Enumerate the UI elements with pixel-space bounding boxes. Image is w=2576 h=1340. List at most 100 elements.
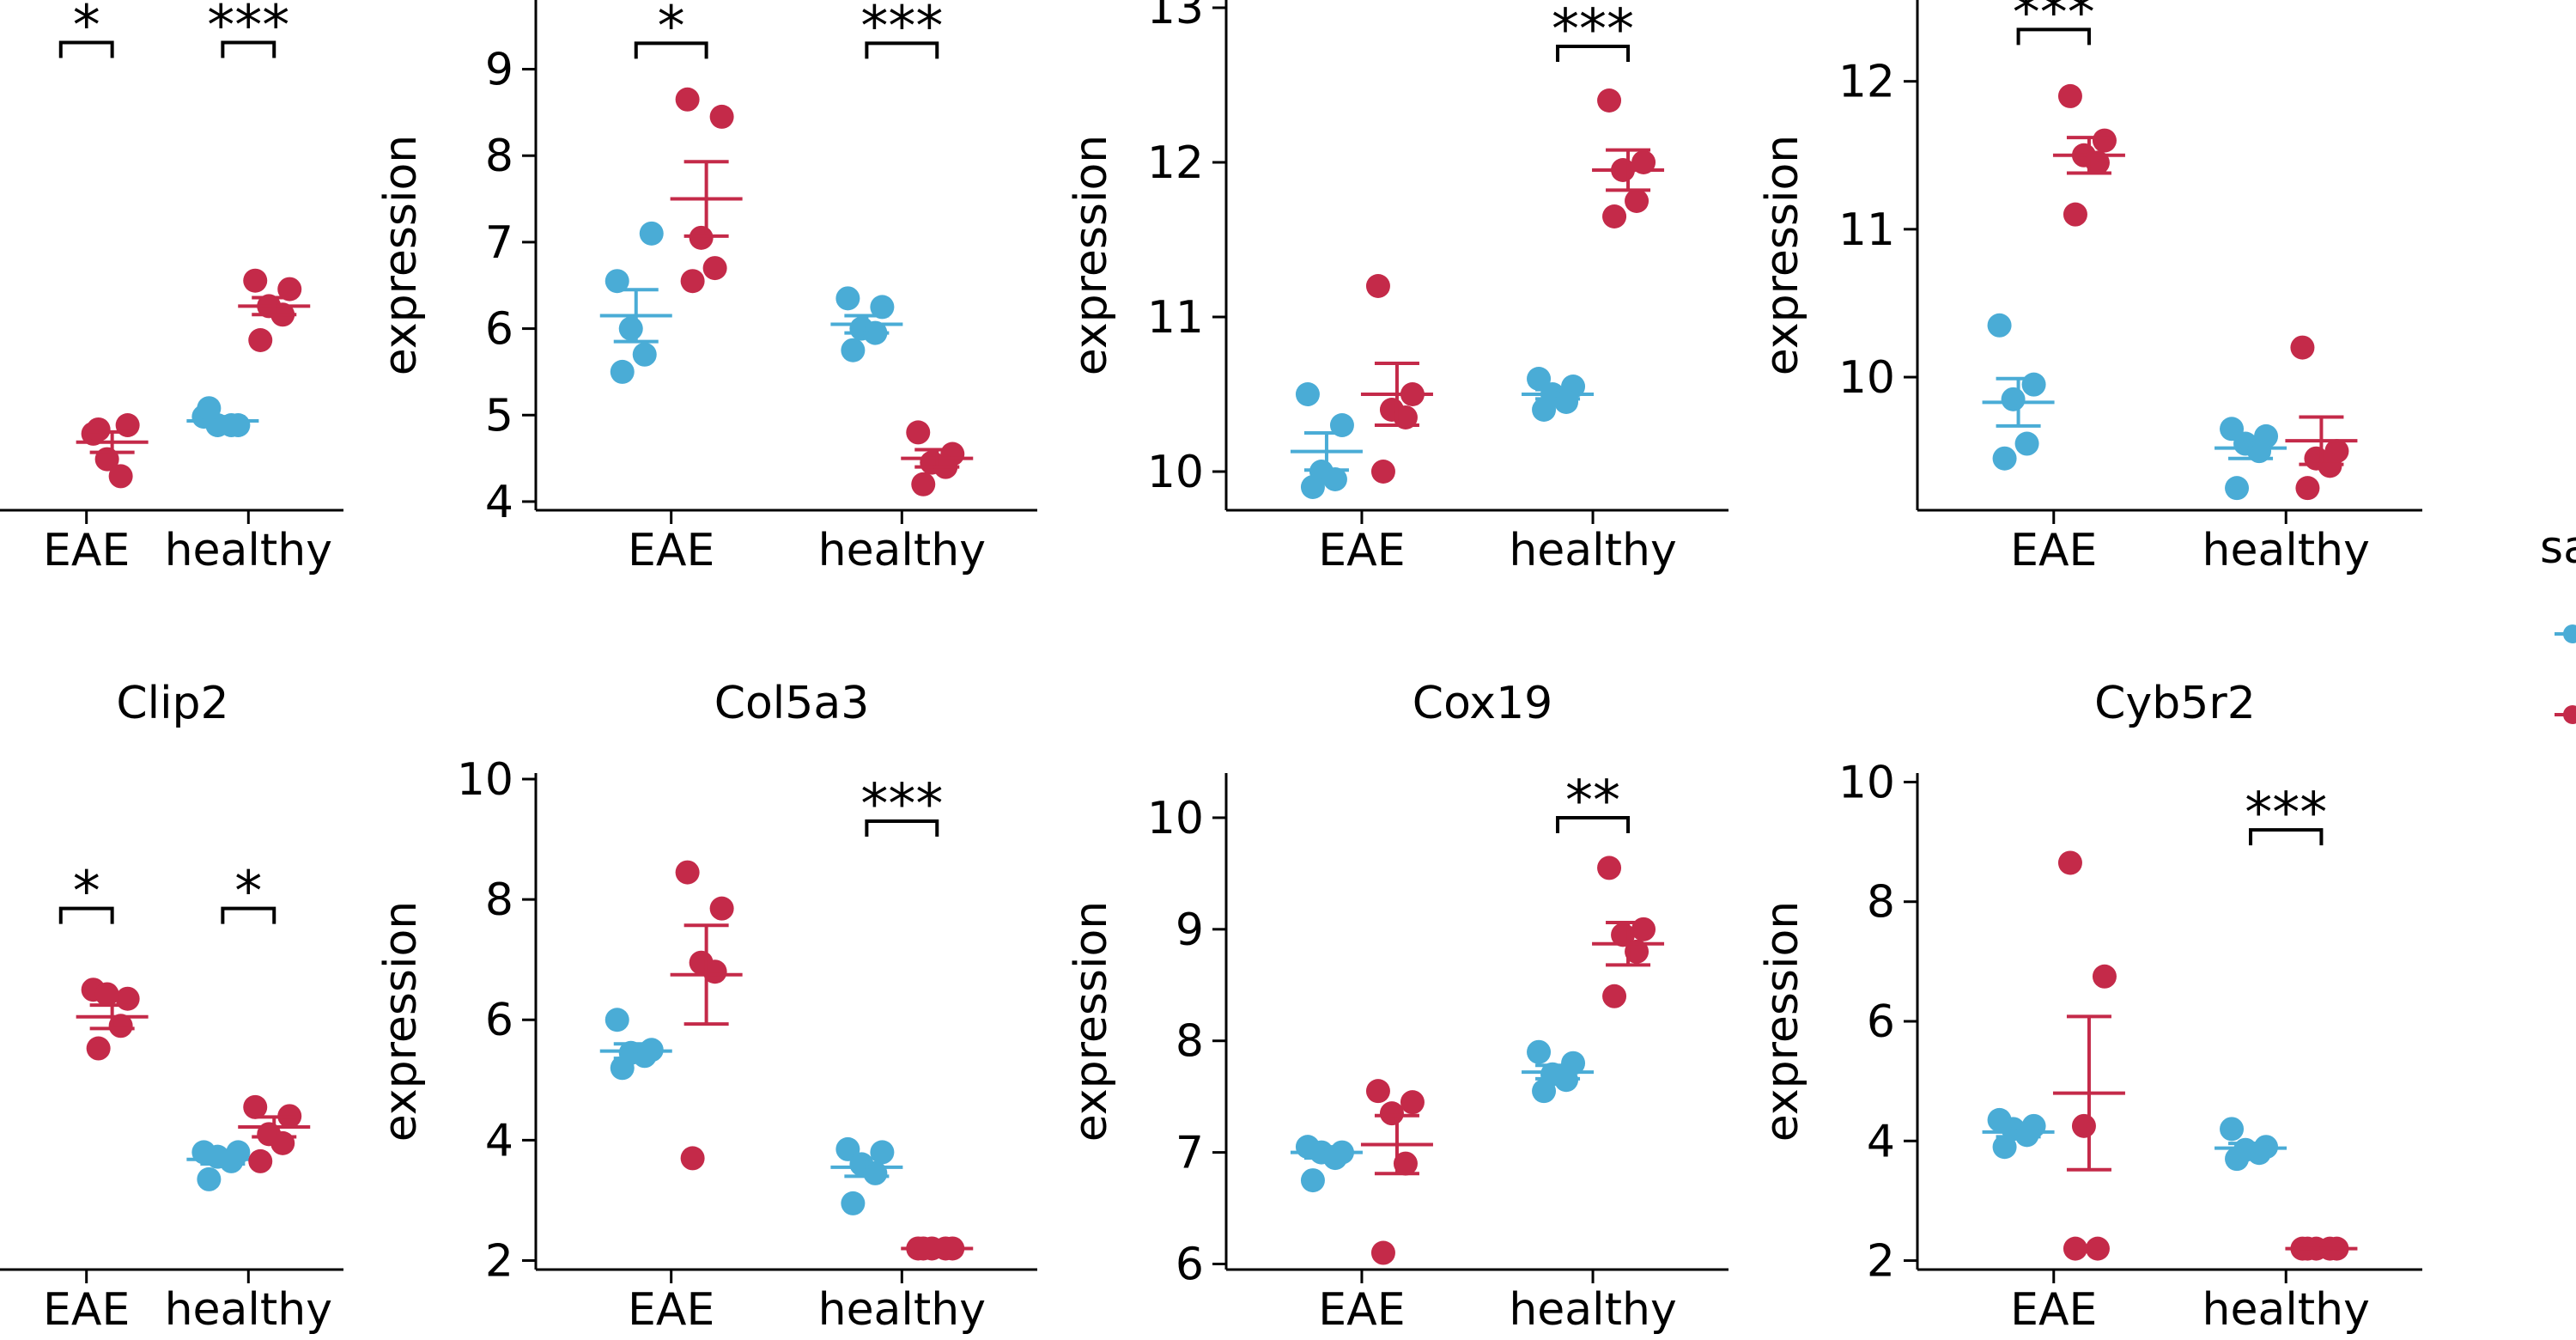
data-point xyxy=(1527,367,1552,391)
y-tick-label: 11 xyxy=(1147,292,1204,344)
data-point xyxy=(702,959,727,984)
legend: sa xyxy=(2540,522,2576,724)
data-point xyxy=(610,359,635,384)
data-point xyxy=(680,1146,705,1171)
bracket-line xyxy=(1556,45,1631,62)
bracket-line xyxy=(58,906,114,924)
series-healthy-treated xyxy=(238,1094,311,1173)
significance-label: *** xyxy=(2245,782,2327,845)
data-point xyxy=(94,982,119,1007)
series-healthy-treated xyxy=(1592,856,1665,1008)
data-point xyxy=(1992,446,2017,471)
y-axis-title: expression xyxy=(375,135,427,376)
x-tick-label: EAE xyxy=(628,1284,714,1336)
bracket-line xyxy=(221,906,276,924)
series-healthy-control xyxy=(2215,417,2287,501)
series-healthy-treated xyxy=(2285,1236,2358,1261)
data-point xyxy=(2057,850,2082,875)
y-tick-label: 8 xyxy=(1867,877,1895,929)
data-point xyxy=(1625,939,1649,964)
panel-title: Cyb5r2 xyxy=(2094,678,2256,729)
bracket-line xyxy=(2016,27,2091,46)
series-healthy-control xyxy=(186,396,259,437)
data-point xyxy=(2225,476,2250,501)
series-EAE-treated xyxy=(670,860,743,1171)
x-tick-label: healthy xyxy=(165,1284,332,1336)
data-point xyxy=(1597,856,1622,880)
panel-title: Cox19 xyxy=(1413,678,1552,729)
significance-bracket: * xyxy=(58,861,114,924)
data-point xyxy=(675,87,700,112)
data-point xyxy=(689,225,714,250)
data-point xyxy=(243,268,268,293)
data-point xyxy=(1602,984,1627,1008)
data-point xyxy=(841,338,866,362)
data-point xyxy=(1992,1135,2017,1160)
data-point xyxy=(2220,1117,2245,1142)
panel-3: 10 11 12 13 EAE healthy expression *** xyxy=(1066,0,1728,576)
y-tick-label: 9 xyxy=(1176,904,1204,956)
data-point xyxy=(1379,1101,1404,1126)
data-point xyxy=(709,104,734,129)
data-point xyxy=(1532,398,1557,422)
data-point xyxy=(610,1056,635,1081)
panel-title: Col5a3 xyxy=(714,678,870,729)
data-point xyxy=(1532,1079,1557,1104)
series-EAE-treated xyxy=(670,87,743,294)
data-point xyxy=(639,221,664,246)
y-tick-label: 2 xyxy=(1867,1236,1895,1288)
data-point xyxy=(115,986,140,1011)
series-healthy-control xyxy=(1522,1039,1595,1104)
data-point xyxy=(632,342,657,367)
data-point xyxy=(243,1094,268,1119)
bracket-line xyxy=(2249,828,2324,846)
data-point xyxy=(1597,88,1622,113)
data-point xyxy=(277,277,302,302)
series-EAE-treated xyxy=(2052,850,2125,1261)
y-tick-label: 10 xyxy=(1147,793,1204,844)
data-point xyxy=(86,1036,111,1061)
bracket-line xyxy=(58,40,114,58)
significance-label: *** xyxy=(1552,0,1634,62)
series-EAE-control xyxy=(1290,382,1363,499)
significance-label: *** xyxy=(2013,0,2095,45)
series-healthy-treated xyxy=(901,420,974,496)
y-tick-label: 6 xyxy=(485,304,513,356)
series-healthy-control xyxy=(1522,367,1595,422)
data-point xyxy=(1300,475,1325,499)
x-tick-label: healthy xyxy=(1509,1284,1676,1336)
y-axis-title: expression xyxy=(1066,135,1117,376)
series-healthy-treated xyxy=(1592,88,1665,228)
series-EAE-control xyxy=(599,221,672,384)
bracket-line xyxy=(865,41,939,59)
data-point xyxy=(197,1166,222,1191)
series-healthy-treated xyxy=(238,268,311,352)
data-point xyxy=(841,1191,866,1215)
data-point xyxy=(2021,372,2046,397)
data-point xyxy=(86,417,111,442)
y-tick-label: 11 xyxy=(1838,204,1895,256)
data-point xyxy=(618,316,643,341)
series-EAE-treated xyxy=(1360,1079,1433,1265)
x-tick-label: EAE xyxy=(43,525,130,576)
y-tick-label: 4 xyxy=(485,477,513,528)
y-axis-title: expression xyxy=(375,901,427,1142)
significance-label: * xyxy=(234,861,262,924)
data-point xyxy=(248,1148,273,1173)
y-tick-label: 8 xyxy=(485,874,513,926)
significance-bracket: *** xyxy=(1552,0,1634,62)
series-EAE-control xyxy=(1982,313,2055,471)
x-tick-label: healthy xyxy=(165,525,332,576)
y-tick-label: 7 xyxy=(1176,1128,1204,1179)
data-point xyxy=(248,328,273,352)
data-point xyxy=(605,1008,629,1032)
x-tick-label: healthy xyxy=(818,525,986,576)
significance-label: * xyxy=(658,0,685,58)
significance-bracket: * xyxy=(221,861,276,924)
y-tick-label: 13 xyxy=(1147,0,1204,34)
series-healthy-control xyxy=(2215,1117,2287,1172)
x-tick-label: healthy xyxy=(2202,525,2370,576)
panel-7: 6 7 8 9 10 EAE healthy expression Cox19 ** xyxy=(1066,678,1728,1336)
data-point xyxy=(2092,128,2117,153)
data-point xyxy=(2225,1147,2250,1172)
